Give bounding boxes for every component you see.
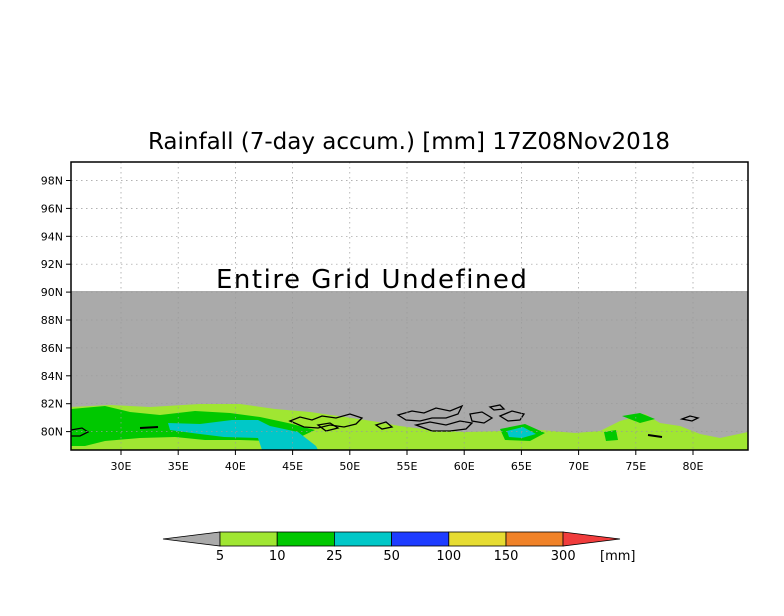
lat-tick-label: 84N xyxy=(41,370,63,383)
colorbar-label: 50 xyxy=(383,549,400,564)
colorbar-unit: [mm] xyxy=(600,549,635,564)
latitude-axis: 98N 96N 94N 92N 90N 88N 86N 84N 82N 80N xyxy=(41,175,71,439)
map-title: Rainfall (7-day accum.) [mm] 17Z08Nov201… xyxy=(148,129,670,155)
coastline-east xyxy=(679,415,700,422)
coastline-island-6 xyxy=(469,411,494,424)
colorbar-high-arrow xyxy=(562,531,621,547)
colorbar-swatch xyxy=(276,531,335,547)
lon-tick-label: 35E xyxy=(168,460,189,473)
longitude-axis: 30E 35E 40E 45E 50E 55E 60E 65E 70E 75E 80E xyxy=(111,450,704,473)
colorbar-legend: 5 10 25 50 100 150 300 [mm] xyxy=(162,531,635,564)
lon-tick-label: 80E xyxy=(683,460,704,473)
coastline-island-2 xyxy=(316,422,340,432)
lat-tick-label: 90N xyxy=(41,286,63,299)
map-plot-area: 98N 96N 94N 92N 90N 88N 86N 84N 82N 80N 30E 35E 40E… xyxy=(41,161,749,473)
lon-tick-label: 70E xyxy=(568,460,589,473)
coastline-island-8 xyxy=(488,404,506,411)
green-rain-patch-far-east xyxy=(622,413,655,423)
lon-tick-label: 45E xyxy=(282,460,303,473)
lat-tick-label: 86N xyxy=(41,342,63,355)
lon-tick-label: 50E xyxy=(339,460,360,473)
colorbar-swatch xyxy=(333,531,392,547)
undefined-grid-annotation: Entire Grid Undefined xyxy=(216,265,528,295)
coastline-mid xyxy=(139,426,159,429)
lon-tick-label: 30E xyxy=(111,460,132,473)
colorbar-swatch xyxy=(219,531,278,547)
coastline-island-1 xyxy=(288,413,364,429)
lon-tick-label: 40E xyxy=(225,460,246,473)
cyan-rain-patch-west xyxy=(168,420,318,450)
colorbar-swatch xyxy=(505,531,564,547)
colorbar-low-arrow xyxy=(162,531,221,547)
lon-tick-label: 75E xyxy=(625,460,646,473)
lat-tick-label: 88N xyxy=(41,314,63,327)
lat-tick-label: 96N xyxy=(41,202,63,215)
lon-tick-label: 65E xyxy=(511,460,532,473)
coastline-island-5 xyxy=(413,420,474,432)
colorbar-label: 5 xyxy=(216,549,224,564)
colorbar-label: 25 xyxy=(326,549,343,564)
lon-tick-label: 55E xyxy=(397,460,418,473)
colorbar-label: 150 xyxy=(494,549,519,564)
coastline-island-4 xyxy=(396,404,464,422)
colorbar-labels: 5 10 25 50 100 150 300 xyxy=(216,549,576,564)
lat-tick-label: 82N xyxy=(41,398,63,411)
colorbar-label: 300 xyxy=(551,549,576,564)
colorbar-swatch xyxy=(391,531,450,547)
colorbar-swatch xyxy=(448,531,507,547)
coastline-outlines xyxy=(70,404,700,438)
lon-tick-label: 60E xyxy=(454,460,475,473)
coastline-east-2 xyxy=(647,434,663,438)
colorbar-swatches xyxy=(219,531,564,547)
coastline-west xyxy=(70,427,90,437)
lat-tick-label: 92N xyxy=(41,258,63,271)
plot-frame xyxy=(70,161,749,451)
colorbar-label: 100 xyxy=(436,549,461,564)
coastline-island-3 xyxy=(374,421,394,430)
lat-tick-label: 94N xyxy=(41,230,63,243)
coastline-island-7 xyxy=(498,410,526,422)
colorbar-label: 10 xyxy=(269,549,286,564)
lat-tick-label: 80N xyxy=(41,426,63,439)
lat-tick-label: 98N xyxy=(41,175,63,188)
green-rain-patch-small xyxy=(604,430,618,441)
graticule xyxy=(71,162,748,450)
